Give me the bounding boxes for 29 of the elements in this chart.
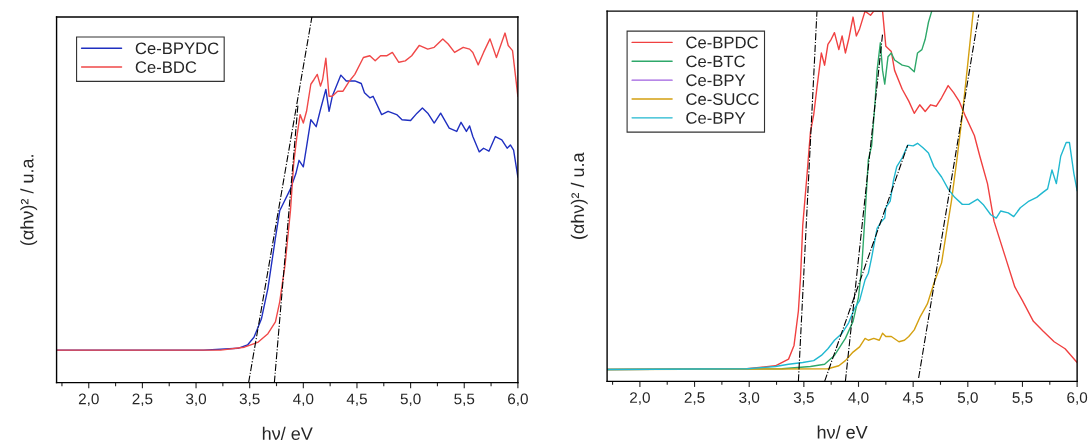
legend-label: Ce-SUCC: [686, 93, 759, 105]
x-axis-title: hν/ eV: [262, 426, 313, 441]
legend-label: Ce-BPDC: [686, 36, 758, 49]
legend-label: Ce-BDC: [135, 61, 197, 74]
legend-label: Ce-BPYDC: [135, 42, 219, 55]
x-tick-label: 2,0: [78, 393, 99, 407]
legend-label: Ce-BTC: [686, 55, 745, 68]
x-tick-label: 4,5: [902, 392, 924, 405]
y-axis-title: (αhν)² / u.a: [570, 152, 588, 239]
legend-label: Ce-BPY: [686, 112, 746, 124]
x-tick-label: 5,5: [454, 393, 475, 407]
x-tick-label: 4,5: [346, 393, 367, 407]
x-tick-label: 2,5: [684, 392, 705, 405]
x-tick-label: 3,5: [793, 392, 814, 405]
x-tick-label: 3,0: [739, 392, 760, 405]
x-tick-label: 4,0: [848, 392, 869, 405]
legend-label: Ce-BPY: [686, 74, 746, 87]
x-tick-label: 6,0: [1067, 392, 1088, 405]
y-axis-title: (αhν)² / u.a.: [20, 155, 38, 246]
x-tick-label: 4,0: [293, 393, 314, 407]
x-tick-label: 5,5: [1012, 392, 1033, 405]
x-tick-label: 3,0: [186, 393, 207, 407]
x-tick-label: 5,0: [400, 393, 421, 407]
x-tick-label: 5,0: [957, 392, 978, 405]
x-tick-label: 2,5: [132, 393, 153, 407]
x-axis-title: hν/ eV: [817, 425, 868, 439]
x-tick-label: 3,5: [239, 393, 260, 407]
x-tick-label: 2,0: [630, 392, 650, 405]
x-tick-label: 6,0: [508, 393, 528, 407]
